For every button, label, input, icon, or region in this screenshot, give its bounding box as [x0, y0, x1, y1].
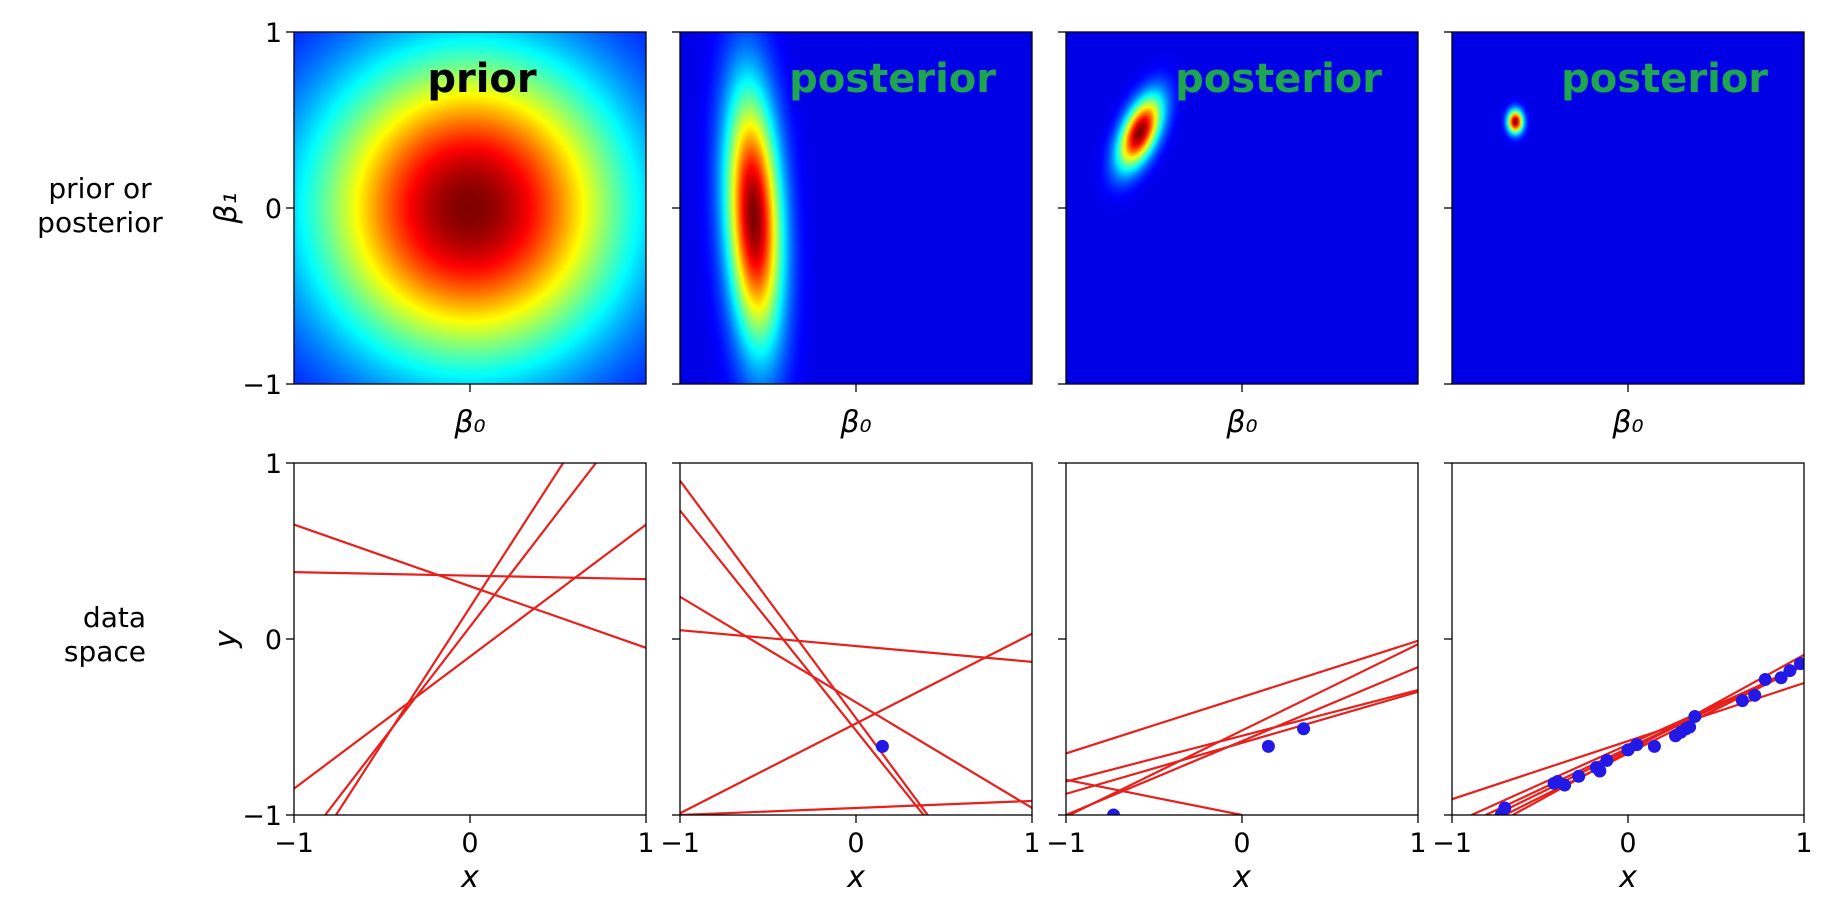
- regression-line: [294, 523, 646, 649]
- data-point: [1600, 753, 1614, 767]
- regression-line: [1066, 688, 1418, 783]
- data-point: [1758, 672, 1772, 686]
- panel-label-prior: prior: [427, 56, 537, 102]
- plot-frame: [293, 462, 647, 816]
- regression-line: [680, 509, 925, 815]
- plot-frame: [679, 462, 1033, 816]
- x-tick-label: −1: [1046, 828, 1086, 859]
- row-label-bottom: data space: [64, 601, 146, 668]
- row-label-top-line-1: prior or: [48, 172, 152, 205]
- data-point: [1107, 808, 1121, 815]
- regression-line: [1066, 639, 1418, 755]
- density-heatmap: [1452, 32, 1804, 384]
- plot-frame: [1451, 462, 1805, 816]
- data-points: [1107, 722, 1311, 815]
- data-point: [1748, 688, 1762, 702]
- x-axis-label: β₀: [839, 405, 871, 440]
- density-heatmap: [294, 32, 646, 384]
- sample-lines: [680, 479, 1032, 815]
- x-tick-label: 0: [1619, 828, 1636, 859]
- x-axis-label: β₀: [1611, 405, 1643, 440]
- data-point: [1593, 764, 1607, 778]
- density-heatmap: [1066, 32, 1418, 384]
- row-label-bottom-line-1: data: [83, 601, 146, 634]
- data-point: [875, 739, 889, 753]
- panel-label-posterior: posterior: [1175, 56, 1382, 102]
- data-point: [1630, 738, 1644, 752]
- y-tick-label: −1: [242, 801, 282, 832]
- data-points: [1494, 657, 1804, 815]
- row-label-top: prior or posterior: [37, 172, 163, 239]
- panel-label-posterior: posterior: [1561, 56, 1768, 102]
- density-heatmap: [680, 32, 1032, 384]
- bottom-panel-2: −1 0 1 x: [660, 462, 1041, 895]
- regression-line: [335, 463, 565, 815]
- x-axis-label: x: [460, 860, 479, 895]
- regression-line: [1066, 666, 1418, 815]
- data-point: [1793, 657, 1804, 671]
- x-tick-label: 0: [847, 828, 864, 859]
- plot-frame: [1065, 462, 1419, 816]
- y-tick-label: 0: [265, 194, 282, 225]
- x-tick-label: −1: [1432, 828, 1472, 859]
- x-axis-label: x: [1618, 860, 1637, 895]
- sample-lines: [294, 463, 646, 815]
- data-point: [1572, 769, 1586, 783]
- x-tick-label: 1: [1409, 828, 1426, 859]
- sample-lines: [1452, 653, 1804, 815]
- bottom-panel-1: −1 0 1 −1 0 1 x y: [209, 449, 655, 895]
- panels: −1 0 1 β₀ β₁ prior β₀ posterior β₀ posterior β₀ pos…: [209, 18, 1813, 895]
- x-tick-label: 1: [1795, 828, 1812, 859]
- data-points: [875, 739, 889, 753]
- y-axis-label: y: [209, 629, 244, 649]
- x-tick-label: 1: [1023, 828, 1040, 859]
- regression-line: [1069, 643, 1418, 815]
- row-label-top-line-2: posterior: [37, 206, 163, 239]
- data-point: [1498, 801, 1512, 815]
- regression-line: [324, 463, 597, 815]
- top-panel-3: β₀ posterior: [1058, 31, 1419, 440]
- y-tick-label: −1: [242, 370, 282, 401]
- bottom-panel-3: −1 0 1 x: [1046, 462, 1427, 895]
- data-point: [1558, 778, 1572, 792]
- data-point: [1261, 739, 1275, 753]
- sample-lines: [1066, 639, 1418, 815]
- x-tick-label: −1: [660, 828, 700, 859]
- top-panel-4: β₀ posterior: [1444, 31, 1805, 440]
- regression-line: [294, 523, 646, 790]
- x-tick-label: −1: [274, 828, 314, 859]
- regression-line: [680, 595, 1032, 809]
- x-tick-label: 1: [637, 828, 654, 859]
- regression-line: [680, 479, 929, 815]
- row-label-bottom-line-2: space: [64, 635, 146, 668]
- data-point: [1683, 720, 1697, 734]
- y-tick-label: 1: [265, 449, 282, 480]
- top-panel-1: −1 0 1 β₀ β₁ prior: [209, 18, 647, 440]
- x-tick-label: 0: [461, 828, 478, 859]
- data-point: [1688, 709, 1702, 723]
- x-axis-label: x: [846, 860, 865, 895]
- y-tick-label: 0: [265, 625, 282, 656]
- y-axis-label: β₁: [209, 192, 244, 224]
- data-point: [1735, 694, 1749, 708]
- y-tick-label: 1: [265, 18, 282, 49]
- regression-line: [1066, 690, 1418, 795]
- bottom-panel-4: −1 0 1 x: [1432, 462, 1813, 895]
- panel-label-posterior: posterior: [789, 56, 996, 102]
- x-axis-label: x: [1232, 860, 1251, 895]
- data-point: [1774, 671, 1788, 685]
- regression-line: [1066, 778, 1243, 815]
- x-axis-label: β₀: [453, 405, 485, 440]
- data-point: [1783, 664, 1797, 678]
- top-panel-2: β₀ posterior: [672, 31, 1033, 440]
- regression-line: [680, 632, 1032, 815]
- data-point: [1647, 739, 1661, 753]
- x-axis-label: β₀: [1225, 405, 1257, 440]
- x-tick-label: 0: [1233, 828, 1250, 859]
- data-point: [1297, 722, 1311, 736]
- regression-line: [680, 629, 1032, 663]
- regression-line: [294, 571, 646, 581]
- regression-line: [680, 799, 1032, 815]
